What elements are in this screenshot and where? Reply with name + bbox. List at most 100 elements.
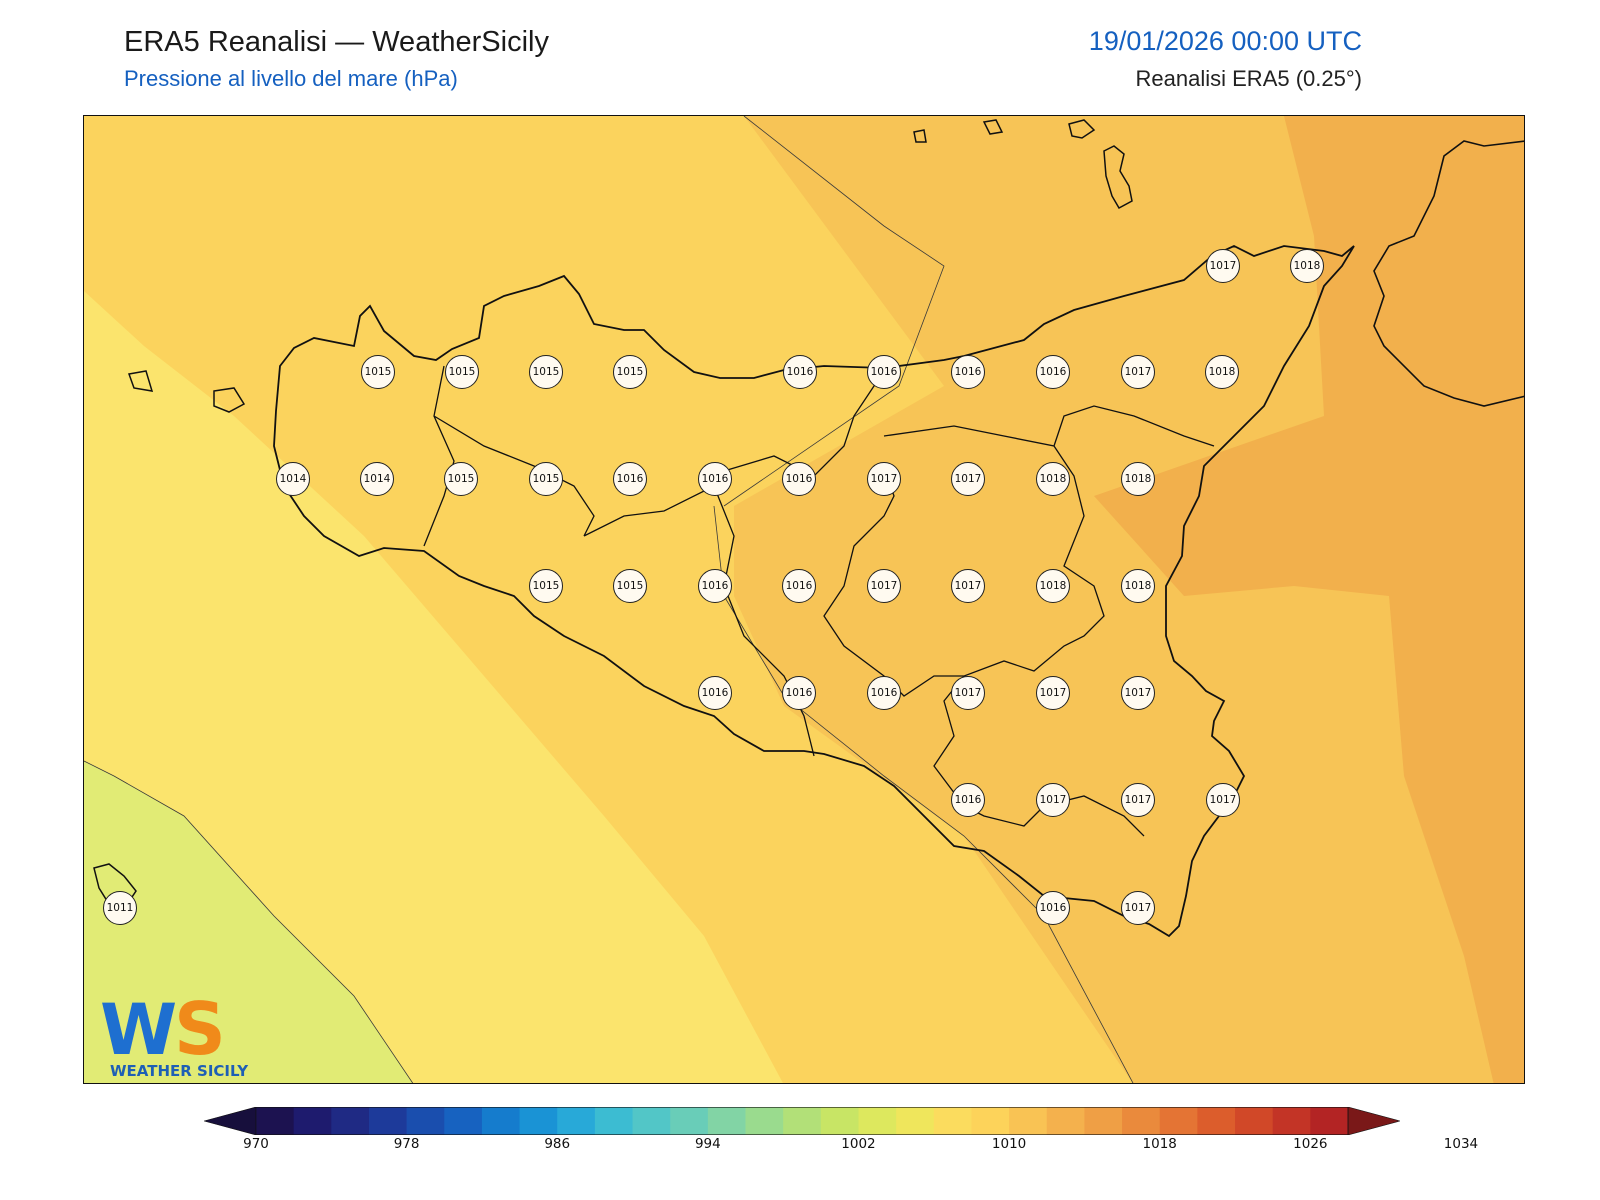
- map-datetime: 19/01/2026 00:00 UTC: [1088, 26, 1362, 56]
- station-pressure-label: 1018: [1036, 462, 1070, 496]
- colorbar-segment: [745, 1107, 784, 1135]
- colorbar-segment: [557, 1107, 596, 1135]
- station-pressure-label: 1016: [782, 569, 816, 603]
- colorbar-min-extension: [204, 1107, 257, 1135]
- station-pressure-label: 1017: [951, 462, 985, 496]
- island: [913, 129, 927, 143]
- colorbar-segment: [1235, 1107, 1274, 1135]
- colorbar-max-extension: [1347, 1107, 1400, 1135]
- colorbar-segment: [1272, 1107, 1311, 1135]
- band-1010-1012: [84, 761, 413, 1083]
- contour-line: [84, 760, 414, 1083]
- lipari-island: [1103, 145, 1133, 210]
- station-pressure-label: 1018: [1205, 355, 1239, 389]
- station-pressure-label: 1018: [1290, 249, 1324, 283]
- colorbar-segment: [1122, 1107, 1161, 1135]
- colorbar-segment: [707, 1107, 747, 1135]
- map-subtitle: Pressione al livello del mare (hPa): [124, 66, 458, 91]
- station-pressure-label: 1017: [951, 676, 985, 710]
- station-pressure-label: 1016: [1036, 891, 1070, 925]
- station-pressure-label: 1017: [1121, 355, 1155, 389]
- colorbar-segment: [1009, 1107, 1048, 1135]
- island: [1068, 119, 1096, 139]
- colorbar-tick-label: 1002: [841, 1136, 876, 1152]
- station-pressure-label: 1015: [361, 355, 395, 389]
- colorbar-tick-label: 1018: [1142, 1136, 1177, 1152]
- station-pressure-label: 1014: [276, 462, 310, 496]
- station-pressure-label: 1016: [782, 462, 816, 496]
- calabria-coastline: [1373, 140, 1524, 407]
- logo-text: WEATHER SICILY: [110, 1062, 249, 1080]
- colorbar-tick-label: 978: [393, 1136, 420, 1152]
- station-pressure-label: 1015: [445, 355, 479, 389]
- pressure-colorbar: [204, 1107, 1400, 1135]
- colorbar-tick-label: 986: [544, 1136, 571, 1152]
- colorbar-segment: [406, 1107, 445, 1135]
- colorbar-segment: [670, 1107, 709, 1135]
- station-pressure-label: 1017: [1121, 676, 1155, 710]
- colorbar-segment: [896, 1107, 935, 1135]
- colorbar-segment: [1310, 1107, 1349, 1135]
- station-pressure-label: 1015: [444, 462, 478, 496]
- station-pressure-label: 1016: [867, 355, 901, 389]
- station-pressure-label: 1017: [1036, 676, 1070, 710]
- sicily-coastline: [273, 245, 1355, 938]
- station-pressure-label: 1017: [951, 569, 985, 603]
- colorbar-segment: [444, 1107, 483, 1135]
- band-1012-1014: [84, 291, 783, 1083]
- colorbar-ticks: 970 978 986 994 1002 1010 1018 1026 1034: [0, 1136, 1600, 1156]
- station-pressure-label: 1015: [529, 355, 563, 389]
- logo-letter-s: S: [174, 987, 226, 1071]
- colorbar-segment: [971, 1107, 1010, 1135]
- station-pressure-label: 1017: [867, 569, 901, 603]
- station-pressure-label: 1015: [529, 462, 563, 496]
- station-pressure-label: 1018: [1036, 569, 1070, 603]
- station-pressure-label: 1016: [698, 569, 732, 603]
- band-1018-1020: [1094, 116, 1524, 1083]
- colorbar-tick-label: 1026: [1293, 1136, 1328, 1152]
- station-pressure-label: 1017: [1036, 783, 1070, 817]
- station-pressure-label: 1016: [698, 462, 732, 496]
- colorbar-segment: [783, 1107, 822, 1135]
- colorbar-segment: [481, 1107, 521, 1135]
- colorbar-segment: [933, 1107, 972, 1135]
- colorbar-segment: [519, 1107, 558, 1135]
- colorbar-segment: [820, 1107, 859, 1135]
- station-pressure-label: 1016: [782, 676, 816, 710]
- colorbar-segment: [368, 1107, 408, 1135]
- station-pressure-label: 1017: [1206, 783, 1240, 817]
- logo-letter-w: W: [100, 989, 177, 1071]
- island: [213, 387, 246, 413]
- pressure-map: 1017 1018 1015 1015 1015 1015 1016 1016 …: [83, 115, 1525, 1084]
- colorbar-segment: [331, 1107, 370, 1135]
- station-pressure-label: 1015: [613, 569, 647, 603]
- station-pressure-label: 1016: [1036, 355, 1070, 389]
- colorbar-segment: [1084, 1107, 1123, 1135]
- colorbar-tick-label: 970: [243, 1136, 269, 1152]
- contour-line: [723, 116, 945, 507]
- station-pressure-label: 1016: [951, 355, 985, 389]
- station-pressure-label: 1014: [360, 462, 394, 496]
- station-pressure-label: 1016: [867, 676, 901, 710]
- colorbar-segment: [632, 1107, 671, 1135]
- station-pressure-label: 1017: [1121, 783, 1155, 817]
- weathersicily-logo: W S WEATHER SICILY: [100, 987, 249, 1080]
- colorbar-tick-label: 994: [694, 1136, 721, 1152]
- island: [982, 119, 1004, 135]
- station-pressure-label: 1016: [698, 676, 732, 710]
- station-pressure-label: 1016: [613, 462, 647, 496]
- station-pressure-label: 1016: [951, 783, 985, 817]
- station-pressure-label: 1018: [1121, 462, 1155, 496]
- colorbar-segment: [858, 1107, 897, 1135]
- station-pressure-label: 1015: [613, 355, 647, 389]
- island: [127, 370, 154, 392]
- colorbar-segment: [1159, 1107, 1198, 1135]
- station-pressure-label: 1016: [783, 355, 817, 389]
- colorbar-segment: [1197, 1107, 1236, 1135]
- station-pressure-label: 1017: [1121, 891, 1155, 925]
- colorbar-segment: [256, 1107, 295, 1135]
- colorbar-segment: [293, 1107, 332, 1135]
- colorbar-frame: [255, 1107, 1349, 1135]
- colorbar-tick-label: 1034: [1443, 1136, 1479, 1152]
- station-pressure-label: 1017: [1206, 249, 1240, 283]
